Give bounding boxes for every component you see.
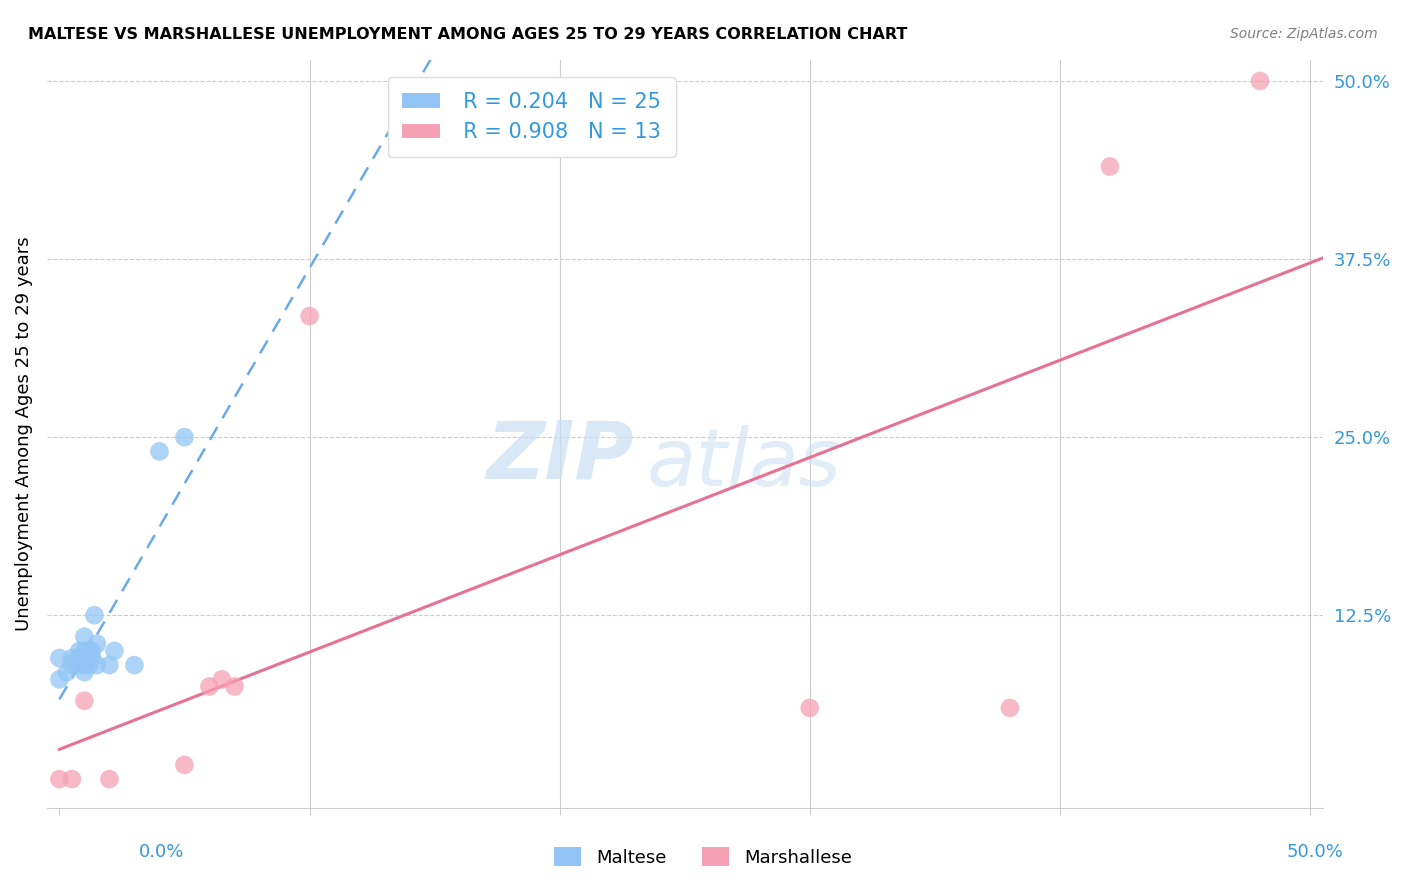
Point: [73, 665, 96, 680]
Point: [48, 673, 70, 687]
Point: [67, 658, 90, 673]
Point: [224, 680, 246, 694]
Point: [173, 757, 195, 772]
Point: [73, 630, 96, 644]
Text: atlas: atlas: [647, 425, 841, 502]
Point: [124, 658, 146, 673]
Point: [66, 651, 89, 665]
Point: [56, 665, 79, 680]
Point: [98, 772, 121, 786]
Point: [173, 430, 195, 444]
Point: [73, 651, 96, 665]
Point: [60, 658, 83, 673]
Point: [1098, 160, 1121, 174]
Point: [79, 644, 101, 658]
Legend:   R = 0.204   N = 25,   R = 0.908   N = 13: R = 0.204 N = 25, R = 0.908 N = 13: [388, 78, 676, 157]
Point: [998, 701, 1021, 715]
Point: [298, 309, 321, 323]
Point: [73, 644, 96, 658]
Legend: Maltese, Marshallese: Maltese, Marshallese: [547, 840, 859, 874]
Text: 0.0%: 0.0%: [139, 843, 184, 861]
Point: [148, 444, 170, 458]
Point: [60, 772, 83, 786]
Point: [86, 658, 108, 673]
Point: [98, 658, 121, 673]
Point: [48, 651, 70, 665]
Point: [1249, 74, 1271, 88]
Point: [60, 651, 83, 665]
Point: [80, 644, 103, 658]
Point: [73, 694, 96, 708]
Text: MALTESE VS MARSHALLESE UNEMPLOYMENT AMONG AGES 25 TO 29 YEARS CORRELATION CHART: MALTESE VS MARSHALLESE UNEMPLOYMENT AMON…: [28, 27, 907, 42]
Point: [103, 644, 125, 658]
Point: [48, 772, 70, 786]
Point: [86, 637, 108, 651]
Text: 50.0%: 50.0%: [1286, 843, 1343, 861]
Point: [73, 658, 96, 673]
Point: [67, 644, 90, 658]
Point: [80, 651, 103, 665]
Point: [198, 680, 221, 694]
Y-axis label: Unemployment Among Ages 25 to 29 years: Unemployment Among Ages 25 to 29 years: [15, 236, 32, 631]
Point: [799, 701, 821, 715]
Point: [79, 658, 101, 673]
Text: Source: ZipAtlas.com: Source: ZipAtlas.com: [1230, 27, 1378, 41]
Point: [211, 673, 233, 687]
Text: ZIP: ZIP: [486, 417, 634, 495]
Point: [83, 608, 105, 623]
